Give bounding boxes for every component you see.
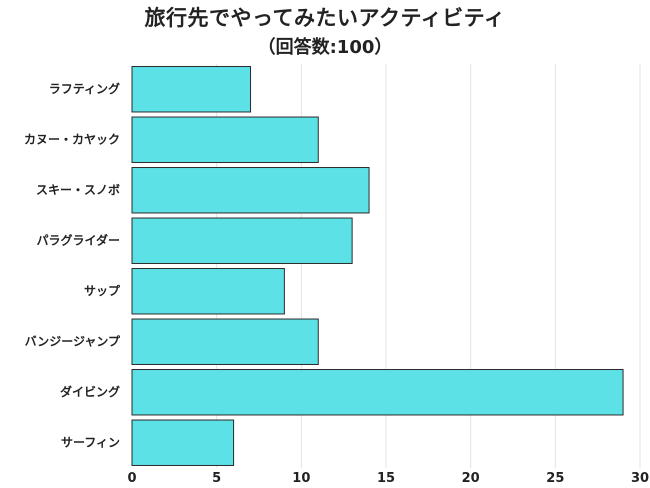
bar (131, 116, 319, 163)
category-label: スキー・スノボ (36, 182, 120, 197)
x-tick-label: 5 (212, 471, 221, 486)
chart-title: 旅行先でやってみたいアクティビティ (144, 6, 506, 30)
bar (131, 217, 353, 264)
bar (131, 268, 285, 315)
bar (131, 369, 624, 416)
category-label: ダイビング (60, 384, 120, 399)
category-labels: ラフティングカヌー・カヤックスキー・スノボパラグライダーサップバンジージャンプダ… (24, 81, 121, 450)
x-tick-label: 15 (377, 471, 395, 486)
category-label: サーフィン (61, 435, 120, 449)
category-label: バンジージャンプ (25, 333, 121, 348)
chart-subtitle: （回答数:100） (257, 37, 393, 58)
category-label: パラグライダー (36, 232, 120, 247)
category-label: カヌー・カヤック (24, 132, 120, 146)
x-tick-label: 20 (462, 471, 480, 486)
bar (131, 167, 370, 214)
bar (131, 318, 319, 365)
bar (131, 66, 252, 113)
category-label: サップ (84, 283, 121, 298)
bar (131, 419, 235, 466)
x-tick-label: 10 (292, 471, 310, 486)
bars (131, 66, 624, 466)
x-tick-label: 0 (127, 471, 136, 486)
x-tick-label: 30 (631, 471, 649, 486)
x-tick-label: 25 (546, 471, 564, 486)
x-tick-labels: 0 5 10 15 20 25 30 (127, 471, 649, 486)
category-label: ラフティング (49, 81, 120, 96)
